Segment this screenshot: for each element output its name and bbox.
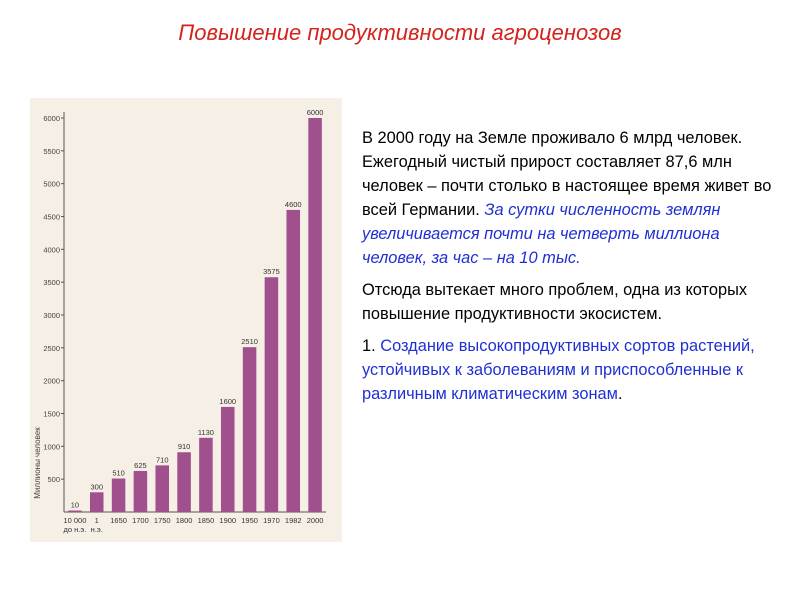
- item-1-text: Создание высокопродуктивных сортов расте…: [362, 337, 755, 403]
- bar-value-label: 625: [134, 461, 147, 470]
- bar: [220, 406, 235, 512]
- bar-value-label: 6000: [307, 108, 324, 117]
- bar: [177, 452, 191, 512]
- bar: [242, 347, 257, 512]
- bar: [111, 478, 126, 512]
- bar-value-label: 1130: [198, 428, 214, 437]
- page-title: Повышение продуктивности агроценозов: [178, 20, 622, 45]
- population-chart: 500 1000 1500 2000 2500 3000 3500 4000 4500 5000 5…: [30, 98, 342, 542]
- bar: [286, 209, 301, 512]
- population-statement: В 2000 году на Земле проживало 6 млрд че…: [362, 129, 772, 219]
- item-number: 1.: [362, 337, 376, 355]
- y-tick-label: 1000: [43, 442, 60, 451]
- x-tick-label: 1750: [154, 516, 171, 525]
- bar-value-label: 4600: [285, 200, 302, 209]
- population-bar-chart: 500 1000 1500 2000 2500 3000 3500 4000 4500 5000 5…: [33, 108, 326, 534]
- y-tick-label: 4500: [43, 213, 60, 222]
- x-tick-label: н.э.: [91, 525, 103, 534]
- bar-value-label: 710: [156, 455, 169, 464]
- x-tick-label: 1970: [263, 516, 280, 525]
- item-1-end: .: [617, 385, 623, 403]
- y-tick-label: 4000: [43, 245, 60, 254]
- paragraph-population: В 2000 году на Земле проживало 6 млрд че…: [362, 126, 777, 270]
- bar-value-label: 300: [90, 482, 103, 491]
- x-tick-label: 1900: [219, 516, 236, 525]
- x-tick-label: 2000: [307, 516, 324, 525]
- x-tick-label: 1: [95, 516, 99, 525]
- x-tick-label: 1950: [241, 516, 258, 525]
- y-tick-label: 1500: [43, 410, 60, 419]
- bar-value-label: 910: [178, 442, 191, 451]
- x-tick-label: 1982: [285, 516, 302, 525]
- y-tick-label: 5500: [43, 147, 60, 156]
- daily-growth-statement: За сутки численность землян увеличиваетс…: [362, 201, 721, 267]
- y-tick-label: 6000: [43, 114, 60, 123]
- bar: [308, 118, 322, 512]
- y-tick-label: 2000: [43, 377, 60, 386]
- bar: [264, 277, 279, 512]
- bar: [68, 510, 82, 512]
- x-tick-label: 1850: [198, 516, 215, 525]
- x-tick-label: 1800: [176, 516, 193, 525]
- bar-value-label: 10: [71, 501, 79, 510]
- bar-value-label: 510: [112, 469, 125, 478]
- x-tick-label: 1650: [110, 516, 127, 525]
- y-tick-label: 2500: [43, 344, 60, 353]
- x-tick-label: 10 000: [63, 516, 86, 525]
- x-tick-label: 1700: [132, 516, 149, 525]
- bar-value-label: 1600: [219, 397, 236, 406]
- y-tick-label: 3500: [43, 278, 60, 287]
- y-tick-label: 5000: [43, 180, 60, 189]
- x-tick-label: до н.э.: [64, 525, 87, 534]
- paragraph-problems: Отсюда вытекает много проблем, одна из к…: [362, 281, 748, 323]
- y-tick-label: 3000: [43, 311, 60, 320]
- bar: [133, 470, 148, 512]
- bar: [199, 437, 213, 512]
- bar-value-label: 2510: [241, 337, 258, 346]
- y-tick-label: 500: [47, 475, 60, 484]
- paragraph-item-1: 1. Создание высокопродуктивных сортов ра…: [362, 334, 777, 406]
- bar: [155, 465, 170, 512]
- bar: [89, 492, 104, 512]
- y-axis-title: Миллионы человек: [33, 427, 42, 499]
- text-block: В 2000 году на Земле проживало 6 млрд че…: [362, 126, 777, 414]
- bar-value-label: 3575: [263, 267, 280, 276]
